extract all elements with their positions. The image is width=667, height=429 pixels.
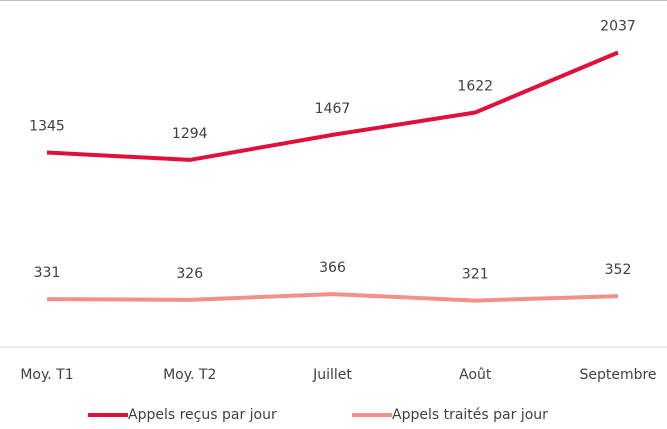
x-tick-label: Moy. T2	[163, 367, 216, 383]
x-tick-label: Août	[459, 367, 492, 383]
data-label: 1345	[29, 119, 65, 135]
data-label: 1294	[172, 126, 208, 142]
data-label: 352	[605, 262, 632, 278]
data-label: 326	[176, 266, 203, 282]
data-label: 1622	[457, 78, 493, 94]
data-label: 2037	[600, 18, 636, 34]
series-line	[46, 50, 619, 162]
x-tick-label: Moy. T1	[20, 367, 73, 383]
legend-label: Appels traités par jour	[392, 407, 548, 423]
data-label: 331	[34, 265, 61, 281]
data-label: 1467	[315, 101, 351, 117]
data-label: 366	[319, 260, 346, 276]
data-label: 321	[462, 267, 489, 283]
legend-label: Appels reçus par jour	[128, 407, 277, 423]
series-line	[46, 292, 619, 303]
x-tick-label: Septembre	[579, 367, 656, 383]
x-tick-label: Juillet	[312, 367, 352, 383]
